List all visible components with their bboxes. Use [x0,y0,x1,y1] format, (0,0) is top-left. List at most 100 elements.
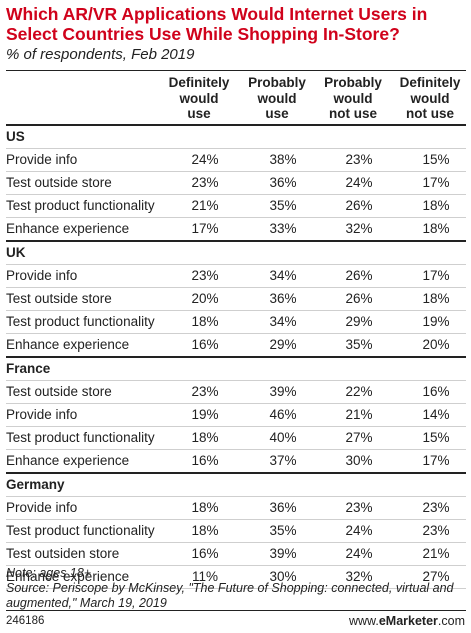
value-cell: 35% [345,337,373,352]
row-label: Provide info [6,268,78,283]
value-cell: 27% [422,569,450,584]
row-label: Test outside store [6,384,112,399]
brand-prefix: www. [348,614,379,628]
value-cell: 18% [191,500,219,515]
brand-logo[interactable]: www.eMarketer.com [349,614,465,628]
value-cell: 24% [345,175,373,190]
value-cell: 26% [345,291,373,306]
value-cell: 30% [269,569,297,584]
value-cell: 17% [422,268,450,283]
column-header: Definitely would not use [399,75,461,121]
value-cell: 18% [191,523,219,538]
value-cell: 23% [191,268,219,283]
table-row: Provide info 18% 36% 23% 23% [6,496,466,519]
row-label: Provide info [6,152,78,167]
value-cell: 23% [345,152,373,167]
value-cell: 19% [422,314,450,329]
row-label: Test outside store [6,291,112,306]
brand-name: eMarketer [378,614,438,628]
value-cell: 23% [422,523,450,538]
table-row: Test product functionality 18% 34% 29% 19% [6,310,466,333]
value-cell: 46% [269,407,297,422]
table-row: Test outside store 23% 39% 22% 16% [6,380,466,403]
value-cell: 36% [269,175,297,190]
value-cell: 15% [422,152,450,167]
value-cell: 17% [191,221,219,236]
row-label: Test product functionality [6,314,155,329]
brand-suffix: .com [437,614,465,628]
row-label: Test product functionality [6,430,155,445]
section-header: US [6,124,466,148]
value-cell: 29% [345,314,373,329]
value-cell: 32% [345,569,373,584]
value-cell: 24% [345,523,373,538]
value-cell: 40% [269,430,297,445]
table-row: Provide info 23% 34% 26% 17% [6,264,466,287]
table-row: Enhance experience 16% 37% 30% 17% [6,449,466,472]
value-cell: 24% [345,546,373,561]
value-cell: 20% [422,337,450,352]
row-label: Test product functionality [6,523,155,538]
value-cell: 11% [191,569,219,584]
value-cell: 16% [191,337,219,352]
table-row: Test outside store 23% 36% 24% 17% [6,171,466,194]
column-header: Definitely would use [168,75,230,121]
row-label: Provide info [6,407,78,422]
value-cell: 17% [422,175,450,190]
value-cell: 18% [191,314,219,329]
value-cell: 17% [422,453,450,468]
value-cell: 35% [269,198,297,213]
value-cell: 34% [269,314,297,329]
column-header: Probably would use [248,75,306,121]
value-cell: 34% [269,268,297,283]
column-headers: Definitely would use Probably would use … [0,75,471,127]
row-label: Enhance experience [6,453,130,468]
value-cell: 23% [191,175,219,190]
value-cell: 21% [422,546,450,561]
value-cell: 18% [422,291,450,306]
value-cell: 16% [422,384,450,399]
value-cell: 18% [422,221,450,236]
data-table: US Provide info 24% 38% 23% 15% Test outside s… [0,124,471,589]
table-end-rule [6,588,466,589]
chart-title: Which AR/VR Applications Would Internet … [6,4,428,44]
value-cell: 15% [422,430,450,445]
table-row: Provide info 24% 38% 23% 15% [6,148,466,171]
value-cell: 37% [269,453,297,468]
footnote: Note: ages 18+ Source: Periscope by McKi… [6,566,466,611]
row-label: Test outsiden store [6,546,120,561]
table-row: Test outside store 20% 36% 26% 18% [6,287,466,310]
row-label: Test product functionality [6,198,155,213]
row-label: Enhance experience [6,221,130,236]
value-cell: 38% [269,152,297,167]
value-cell: 19% [191,407,219,422]
value-cell: 35% [269,523,297,538]
section-header: France [6,356,466,380]
value-cell: 18% [422,198,450,213]
value-cell: 27% [345,430,373,445]
row-label: Provide info [6,500,78,515]
value-cell: 16% [191,546,219,561]
value-cell: 21% [191,198,219,213]
value-cell: 26% [345,198,373,213]
value-cell: 23% [345,500,373,515]
value-cell: 14% [422,407,450,422]
table-row: Enhance experience 16% 29% 35% 20% [6,333,466,356]
value-cell: 36% [269,500,297,515]
row-label: Enhance experience [6,337,130,352]
value-cell: 22% [345,384,373,399]
chart-id: 246186 [6,615,45,627]
value-cell: 33% [269,221,297,236]
footnote-note: Note: ages 18+ [6,566,92,580]
table-row: Provide info 19% 46% 21% 14% [6,403,466,426]
table-row: Test product functionality 18% 40% 27% 15% [6,426,466,449]
row-label: Enhance experience [6,569,130,584]
value-cell: 32% [345,221,373,236]
value-cell: 30% [345,453,373,468]
value-cell: 24% [191,152,219,167]
footnote-source: Source: Periscope by McKinsey, "The Futu… [6,581,454,610]
section-header: Germany [6,472,466,496]
value-cell: 23% [422,500,450,515]
value-cell: 18% [191,430,219,445]
column-header: Probably would not use [324,75,382,121]
